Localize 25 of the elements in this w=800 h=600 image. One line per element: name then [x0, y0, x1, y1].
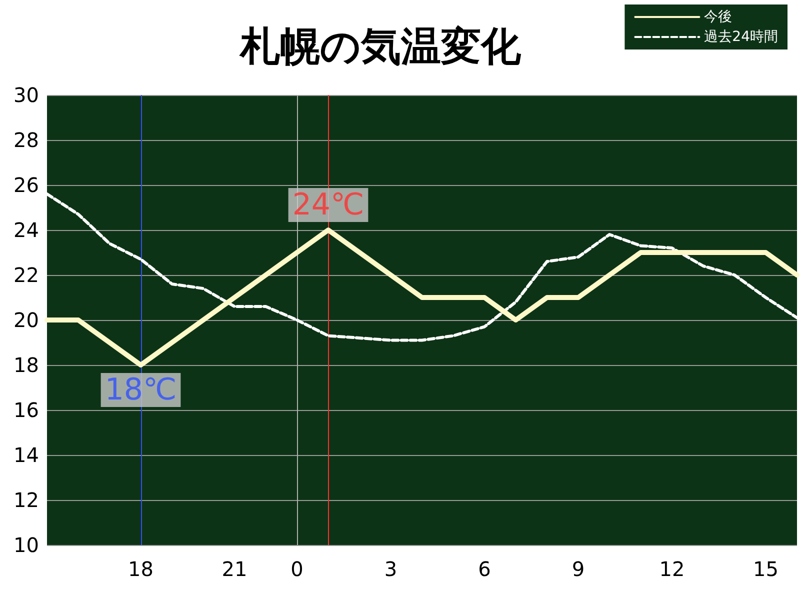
- y-tick-label: 24: [14, 218, 39, 242]
- x-tick-label: 6: [478, 557, 491, 581]
- chart-title: 札幌の気温変化: [239, 24, 522, 70]
- x-tick-label: 15: [753, 557, 778, 581]
- x-tick-label: 9: [572, 557, 585, 581]
- y-tick-label: 16: [14, 398, 39, 422]
- x-tick-label: 3: [384, 557, 398, 581]
- y-tick-label: 14: [14, 443, 39, 467]
- y-tick-label: 28: [14, 128, 39, 152]
- x-tick-label: 12: [659, 557, 685, 581]
- annotation: 18℃: [104, 372, 177, 408]
- x-tick-label: 18: [128, 557, 154, 581]
- annotation: 24℃: [292, 188, 364, 222]
- line-series: [46, 192, 798, 342]
- y-tick-label: 20: [14, 308, 39, 332]
- y-tick-label: 12: [14, 488, 39, 512]
- legend-label: 過去24時間: [704, 29, 778, 45]
- x-tick-label: 0: [290, 557, 304, 581]
- y-tick-label: 26: [14, 173, 39, 197]
- y-tick-label: 18: [14, 353, 39, 377]
- y-tick-label: 22: [14, 263, 39, 287]
- legend-label: 今後: [704, 9, 732, 25]
- y-tick-label: 30: [14, 83, 39, 107]
- y-tick-label: 10: [14, 533, 39, 557]
- x-tick-label: 21: [222, 557, 248, 581]
